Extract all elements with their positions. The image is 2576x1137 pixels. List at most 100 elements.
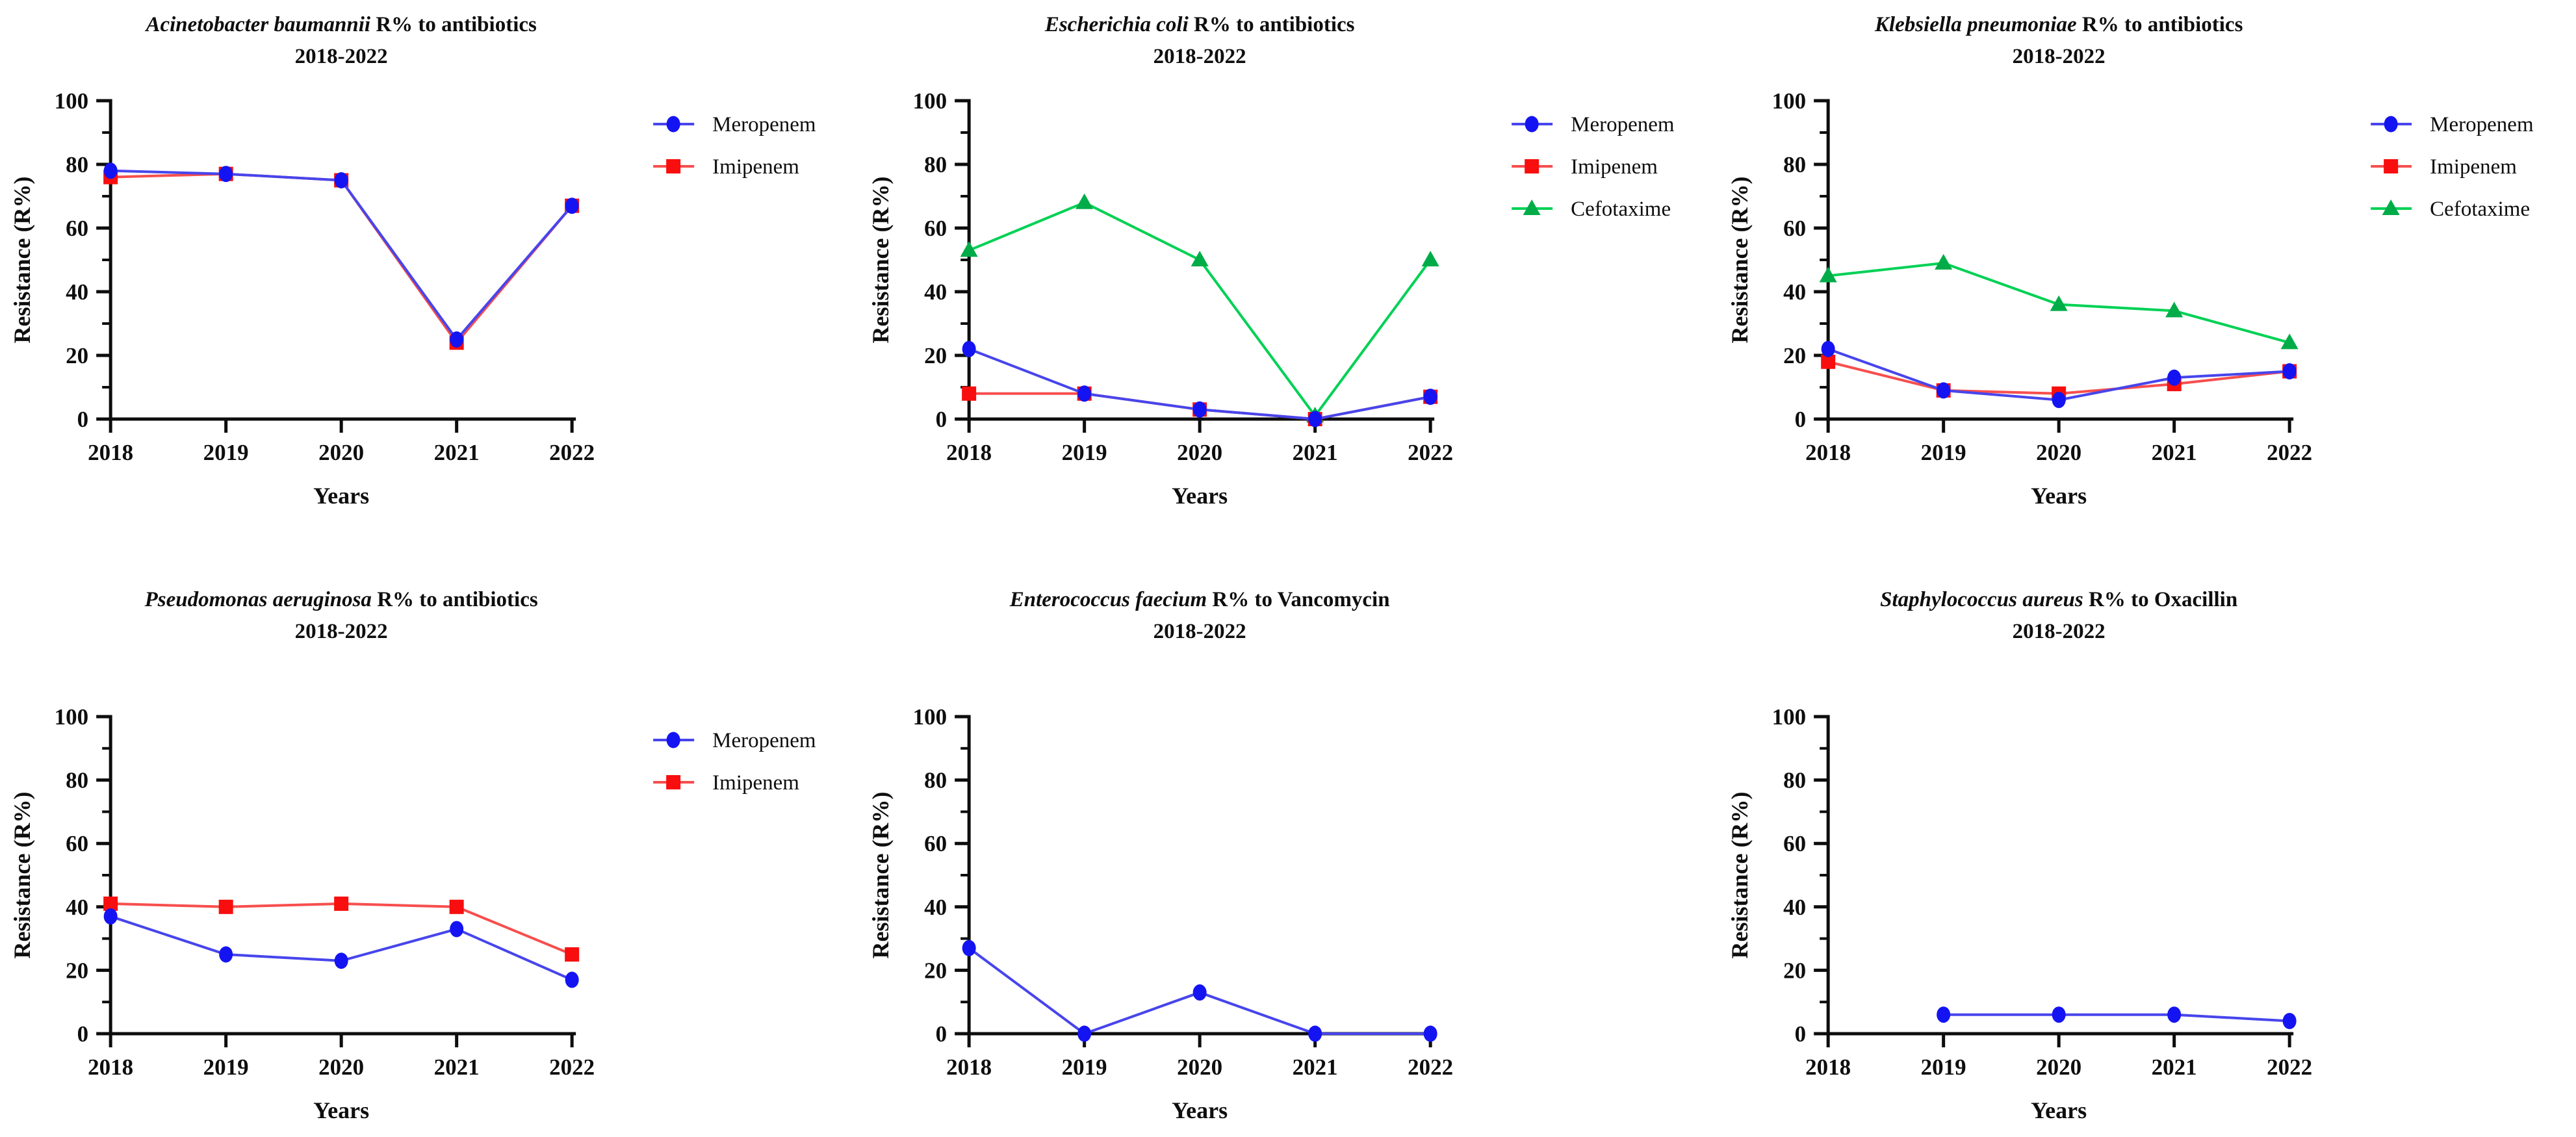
y-tick-label: 20: [1783, 343, 1806, 368]
chart-cell-1: Acinetobacter baumannii R% to antibiotic…: [0, 0, 858, 568]
legend-item-cefotaxime: Cefotaxime: [1512, 198, 1671, 221]
y-tick-label: 20: [66, 958, 88, 983]
data-point-vancomycin: [1077, 1025, 1092, 1042]
legend-item-imipenem: Imipenem: [1512, 155, 1658, 179]
x-tick-label: 2022: [549, 440, 595, 465]
data-point-meropenem: [450, 331, 464, 348]
legend-label: Imipenem: [1571, 155, 1658, 179]
data-point-imipenem: [962, 386, 977, 401]
y-tick-label: 0: [936, 1021, 947, 1047]
y-tick-label: 100: [55, 704, 89, 730]
data-point-legend-meropenem: [666, 732, 680, 748]
series-line-cefotaxime: [968, 201, 1432, 418]
data-point-meropenem: [2167, 369, 2181, 386]
x-tick-label: 2021: [434, 1054, 480, 1080]
legend-item-meropenem: Meropenem: [2370, 113, 2534, 136]
data-point-cefotaxime: [2165, 301, 2183, 318]
data-point-meropenem: [565, 971, 579, 988]
legend-label: Imipenem: [712, 155, 799, 179]
chart-title: Staphylococcus aureus R% to Oxacillin: [1880, 588, 2237, 611]
x-tick-label: 2020: [2036, 440, 2081, 465]
x-tick-label: 2019: [203, 440, 249, 465]
y-tick-label: 0: [1794, 407, 1806, 432]
y-tick-label: 100: [1771, 704, 1806, 730]
x-tick-label: 2019: [1062, 1054, 1107, 1080]
y-tick-label: 100: [1771, 88, 1806, 114]
data-point-meropenem: [103, 162, 118, 179]
legend-label: Meropenem: [2430, 113, 2534, 136]
data-point-meropenem: [1821, 340, 1835, 357]
chart-subtitle: 2018-2022: [2012, 45, 2105, 68]
x-tick-label: 2019: [203, 1054, 249, 1080]
data-point-meropenem: [565, 198, 579, 214]
data-point-meropenem: [334, 952, 348, 969]
y-axis-label: Resistance (R%): [9, 792, 35, 959]
y-axis-label: Resistance (R%): [868, 177, 894, 344]
x-tick-label: 2020: [2036, 1054, 2081, 1080]
legend-item-meropenem: Meropenem: [653, 113, 816, 136]
x-tick-label: 2019: [1920, 440, 1966, 465]
data-point-meropenem: [1936, 382, 1950, 399]
legend-item-imipenem: Imipenem: [653, 155, 799, 179]
y-tick-label: 20: [924, 343, 947, 368]
data-point-meropenem: [1077, 385, 1092, 402]
y-tick-label: 40: [66, 279, 88, 305]
chart-subtitle: 2018-2022: [2012, 620, 2105, 643]
chart-cell-6: Staphylococcus aureus R% to Oxacillin 201…: [1718, 568, 2576, 1137]
data-point-vancomycin: [1308, 1025, 1322, 1042]
y-tick-label: 20: [924, 958, 947, 983]
legend-label: Cefotaxime: [1571, 198, 1671, 221]
x-tick-label: 2021: [1293, 1054, 1338, 1080]
x-tick-label: 2018: [946, 440, 992, 465]
data-point-oxacillin: [2282, 1012, 2297, 1029]
legend-item-imipenem: Imipenem: [653, 771, 799, 795]
x-tick-label: 2020: [1177, 1054, 1222, 1080]
y-tick-label: 60: [66, 216, 88, 241]
legend-item-meropenem: Meropenem: [1512, 113, 1675, 136]
series-line-imipenem: [110, 172, 573, 345]
chart-subtitle: 2018-2022: [295, 620, 388, 643]
chart-cell-4: Pseudomonas aeruginosa R% to antibiotics…: [0, 568, 858, 1137]
x-tick-label: 2018: [88, 1054, 133, 1080]
x-tick-label: 2021: [2151, 440, 2196, 465]
x-tick-label: 2021: [434, 440, 480, 465]
y-tick-label: 60: [1783, 216, 1806, 241]
x-tick-label: 2021: [1293, 440, 1338, 465]
chart-title: Klebsiella pneumoniae R% to antibiotics: [1874, 13, 2243, 36]
data-point-meropenem: [334, 172, 348, 188]
data-point-meropenem: [103, 908, 118, 925]
y-tick-label: 40: [1783, 279, 1806, 305]
x-axis-label: Years: [2031, 1097, 2087, 1123]
x-tick-label: 2020: [318, 1054, 364, 1080]
data-point-legend-meropenem: [1525, 116, 1539, 133]
y-tick-label: 60: [924, 831, 947, 856]
x-tick-label: 2018: [88, 440, 133, 465]
chart-title: Enterococcus faecium R% to Vancomycin: [1009, 588, 1390, 611]
y-tick-label: 0: [77, 407, 89, 432]
data-point-meropenem: [2052, 392, 2066, 409]
data-point-oxacillin: [2052, 1006, 2066, 1023]
chart-svg: Enterococcus faecium R% to Vancomycin 201…: [868, 588, 1453, 1123]
data-point-imipenem: [103, 896, 118, 911]
chart-subtitle: 2018-2022: [295, 45, 388, 68]
chart-cell-2: Escherichia coli R% to antibiotics 2018-2…: [858, 0, 1717, 568]
legend-item-cefotaxime: Cefotaxime: [2370, 198, 2530, 221]
x-tick-label: 2022: [1408, 440, 1453, 465]
x-tick-label: 2018: [946, 1054, 992, 1080]
data-point-meropenem: [219, 166, 233, 183]
data-point-oxacillin: [1936, 1006, 1950, 1023]
y-tick-label: 80: [1783, 152, 1806, 177]
y-tick-label: 20: [1783, 958, 1806, 983]
y-tick-label: 100: [55, 88, 89, 114]
y-tick-label: 80: [1783, 768, 1806, 793]
legend-label: Meropenem: [712, 729, 816, 752]
data-point-cefotaxime: [960, 241, 978, 257]
x-axis-label: Years: [1172, 1097, 1228, 1123]
data-point-meropenem: [450, 921, 464, 938]
data-point-legend-imipenem: [2383, 159, 2398, 173]
data-point-cefotaxime: [2050, 295, 2068, 311]
series-line-oxacillin: [1943, 1013, 2289, 1023]
legend-label: Imipenem: [2430, 155, 2517, 179]
legend-label: Meropenem: [712, 113, 816, 136]
